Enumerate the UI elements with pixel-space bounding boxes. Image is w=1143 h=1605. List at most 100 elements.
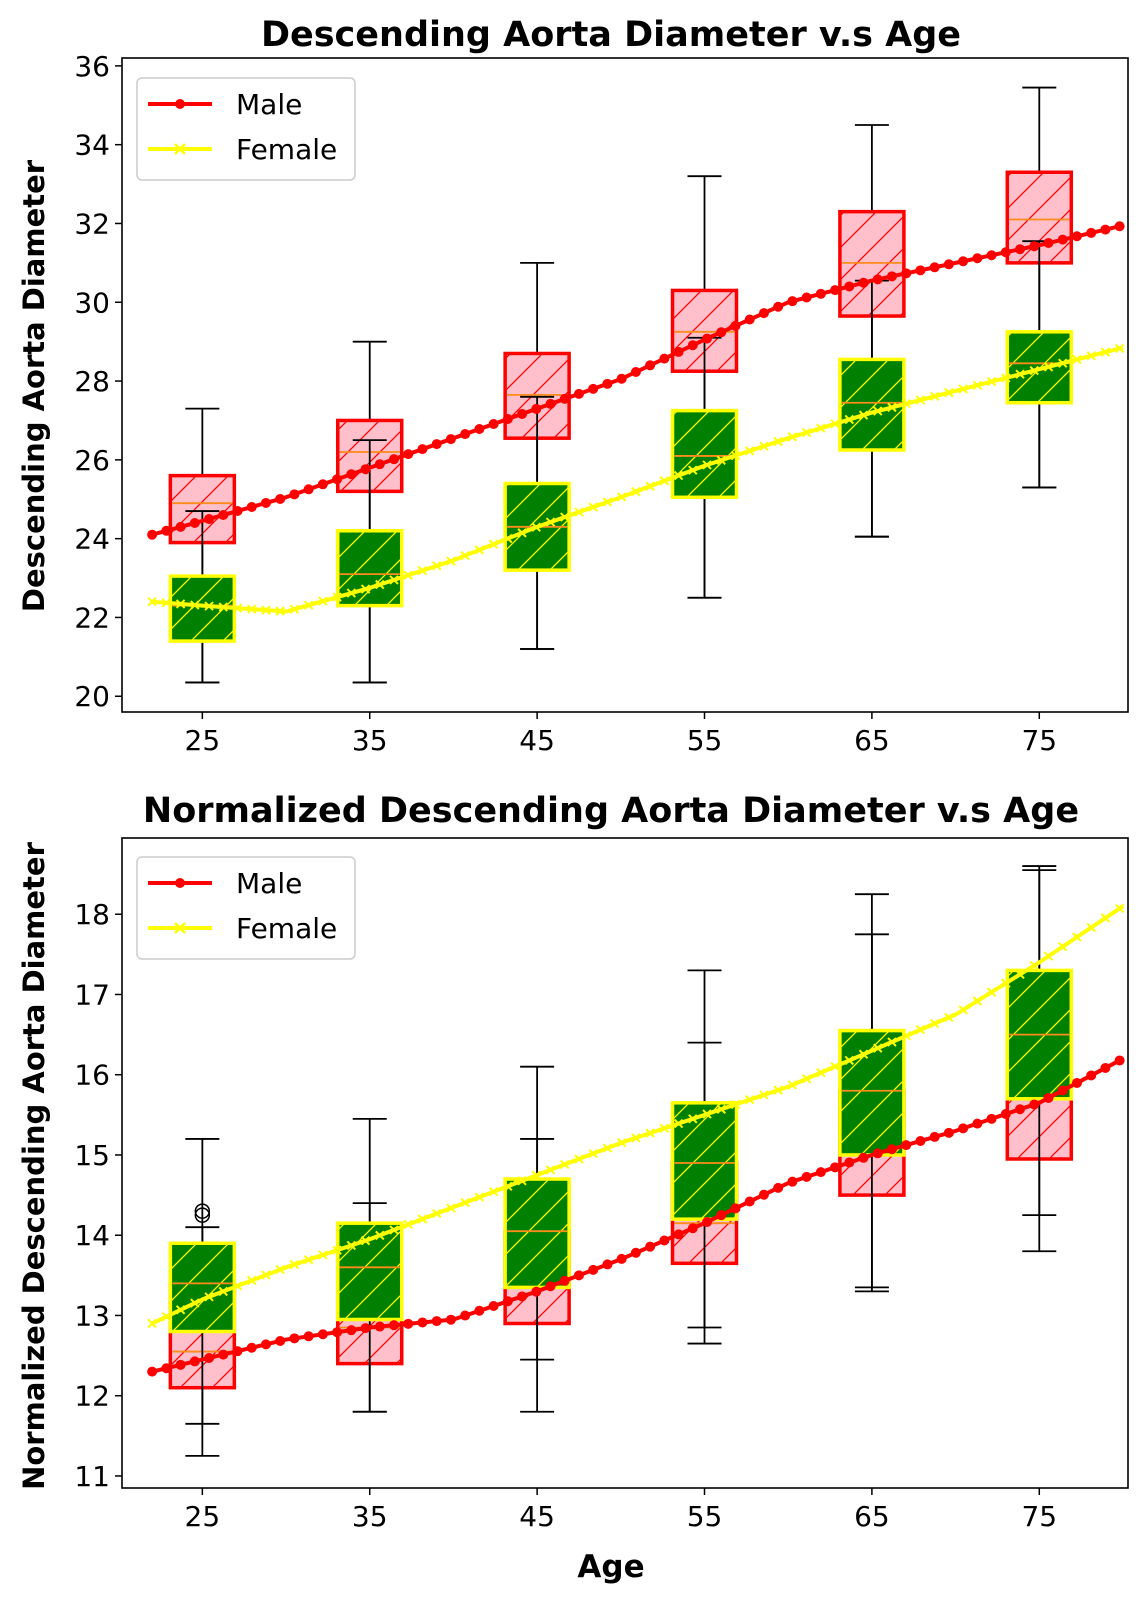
male-trend-marker-32 xyxy=(602,1259,613,1270)
female-trend-marker-3 xyxy=(190,1298,200,1308)
bottom-chart-panel: Normalized Descending Aorta Diameter v.s… xyxy=(17,791,1129,1585)
female-trend-marker-57 xyxy=(958,1005,968,1015)
male-trend-marker-38 xyxy=(687,1223,698,1234)
female-trend-marker-64 xyxy=(1058,358,1068,368)
male-trend-marker-58 xyxy=(972,253,983,264)
male-trend-marker-68 xyxy=(1114,1055,1125,1066)
male-trend-marker-56 xyxy=(943,1127,954,1138)
female-trend-marker-6 xyxy=(232,603,243,613)
male-trend-marker-60 xyxy=(1000,247,1011,258)
female-trend-marker-52 xyxy=(887,402,897,413)
x-tick-label-65: 65 xyxy=(854,724,890,757)
female-box-35 xyxy=(335,1117,404,1413)
male-trend-line xyxy=(151,223,1124,537)
female-trend-marker-47 xyxy=(816,1067,826,1078)
male-trend-marker-6 xyxy=(232,505,243,516)
male-trend-marker-21 xyxy=(445,434,456,445)
male-trend-marker-41 xyxy=(730,320,741,331)
female-trend-marker-9 xyxy=(275,1264,285,1275)
female-trend-marker-17 xyxy=(389,575,399,585)
male-trend-marker-47 xyxy=(815,288,826,299)
female-trend-marker-31 xyxy=(588,502,598,512)
female-trend-marker-32 xyxy=(602,497,613,507)
female-box-25-hatch xyxy=(170,1243,235,1332)
female-trend-marker-10 xyxy=(289,1259,300,1270)
female-trend-marker-49 xyxy=(844,414,855,425)
male-trend-marker-61 xyxy=(1015,1104,1026,1115)
male-trend-marker-7 xyxy=(246,1342,257,1353)
female-trend-marker-25 xyxy=(503,1181,513,1191)
female-trend-marker-28 xyxy=(545,1165,556,1175)
x-tick-label-35: 35 xyxy=(352,724,388,757)
y-tick-label-22: 22 xyxy=(74,601,110,634)
male-trend-marker-27 xyxy=(531,403,542,414)
female-trend-marker-54 xyxy=(915,395,926,405)
male-trend-marker-12 xyxy=(317,1329,328,1340)
male-trend-marker-27 xyxy=(531,1286,542,1297)
x-tick-label-45: 45 xyxy=(519,1500,555,1533)
female-trend-marker-63 xyxy=(1043,951,1054,961)
male-trend-marker-32 xyxy=(602,378,613,389)
male-trend-marker-4 xyxy=(204,514,215,525)
female-box-35-edge xyxy=(335,529,404,608)
female-trend-marker-37 xyxy=(673,470,684,481)
male-trend-marker-59 xyxy=(986,250,997,261)
female-box-75 xyxy=(1005,240,1074,489)
female-trend-marker-60 xyxy=(1001,373,1011,383)
female-trend-marker-58 xyxy=(972,996,983,1006)
male-trend-marker-50 xyxy=(858,1152,869,1163)
male-trend-marker-63 xyxy=(1043,1092,1054,1103)
female-trend-marker-14 xyxy=(346,588,357,598)
male-trend-marker-63 xyxy=(1043,237,1054,248)
male-trend-marker-62 xyxy=(1029,241,1040,252)
female-trend-marker-48 xyxy=(830,1061,840,1072)
male-trend-marker-30 xyxy=(573,388,584,399)
female-trend-marker-65 xyxy=(1072,354,1082,365)
male-trend-marker-21 xyxy=(445,1314,456,1325)
male-trend-marker-51 xyxy=(872,274,883,285)
male-trend-marker-40 xyxy=(716,1210,727,1221)
male-trend-marker-42 xyxy=(744,1196,755,1207)
male-trend-marker-8 xyxy=(260,1339,271,1350)
male-trend-marker-10 xyxy=(289,489,300,500)
male-trend-marker-17 xyxy=(389,1320,400,1331)
male-trend-marker-60 xyxy=(1000,1109,1011,1120)
female-trend-marker-22 xyxy=(460,550,470,561)
male-trend-line xyxy=(151,1056,1124,1374)
y-tick-label-13: 13 xyxy=(74,1299,110,1332)
y-tick-label-26: 26 xyxy=(74,444,110,477)
male-trend-marker-15 xyxy=(360,1323,371,1334)
top-chart-panel: Descending Aorta Diameter v.s Age Descen… xyxy=(17,15,1129,757)
female-trend-marker-12 xyxy=(318,1250,328,1260)
female-trend-marker-23 xyxy=(474,1192,485,1202)
male-trend-marker-29 xyxy=(559,1275,570,1286)
female-trend-marker-23 xyxy=(474,545,485,555)
female-trend-marker-46 xyxy=(801,1074,812,1084)
female-trend-marker-15 xyxy=(360,1235,371,1246)
female-trend-marker-39 xyxy=(702,460,712,470)
female-trend-marker-41 xyxy=(730,450,741,461)
male-trend-marker-2 xyxy=(175,1359,186,1370)
male-trend-marker-47 xyxy=(815,1167,826,1178)
female-box-75-edge xyxy=(1005,968,1074,1101)
female-trend-marker-64 xyxy=(1058,941,1068,952)
male-trend-marker-46 xyxy=(801,1171,812,1182)
male-trend-marker-59 xyxy=(986,1113,997,1124)
male-trend-marker-34 xyxy=(630,366,641,377)
y-tick-label-32: 32 xyxy=(74,207,110,240)
x-tick-label-45: 45 xyxy=(519,724,555,757)
female-trend-marker-30 xyxy=(574,1154,584,1164)
legend-female-marker xyxy=(174,922,186,934)
y-tick-label-20: 20 xyxy=(74,680,110,713)
female-trend-marker-20 xyxy=(431,1208,442,1219)
female-box-55-hatch xyxy=(672,410,737,498)
male-trend-marker-7 xyxy=(246,501,257,512)
female-trend-marker-53 xyxy=(901,1031,911,1041)
female-trend-marker-28 xyxy=(545,517,556,527)
female-trend xyxy=(147,903,1125,1329)
male-trend-marker-34 xyxy=(630,1247,641,1258)
female-trend-marker-26 xyxy=(517,1176,527,1186)
female-trend-marker-39 xyxy=(702,1109,712,1119)
female-trend-marker-30 xyxy=(574,507,584,517)
x-tick-label-75: 75 xyxy=(1021,1500,1057,1533)
